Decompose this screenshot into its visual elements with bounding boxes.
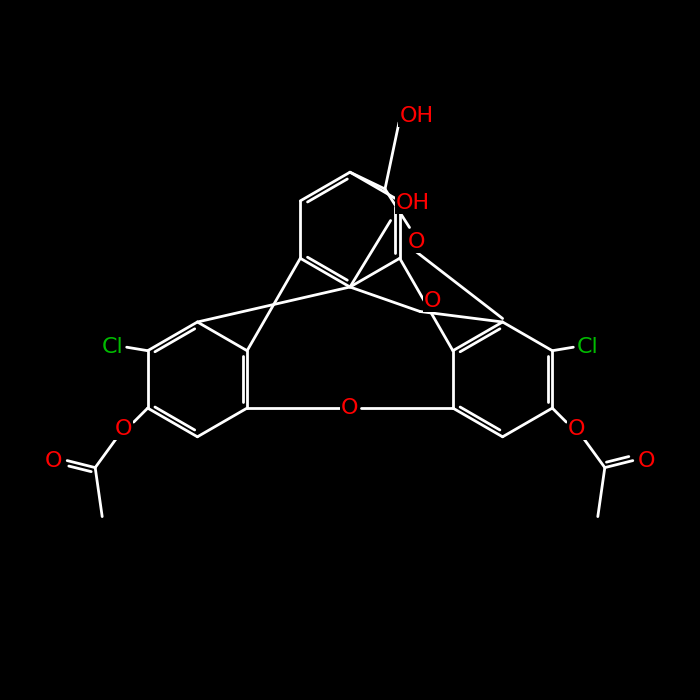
Text: O: O xyxy=(342,398,358,418)
Text: Cl: Cl xyxy=(102,337,124,357)
Text: Cl: Cl xyxy=(576,337,598,357)
Text: OH: OH xyxy=(396,193,430,213)
Text: O: O xyxy=(638,451,656,470)
Text: OH: OH xyxy=(400,106,433,125)
Text: O: O xyxy=(114,419,132,439)
Text: O: O xyxy=(44,451,62,470)
Text: O: O xyxy=(407,232,426,251)
Text: O: O xyxy=(424,291,441,311)
Text: O: O xyxy=(568,419,586,439)
